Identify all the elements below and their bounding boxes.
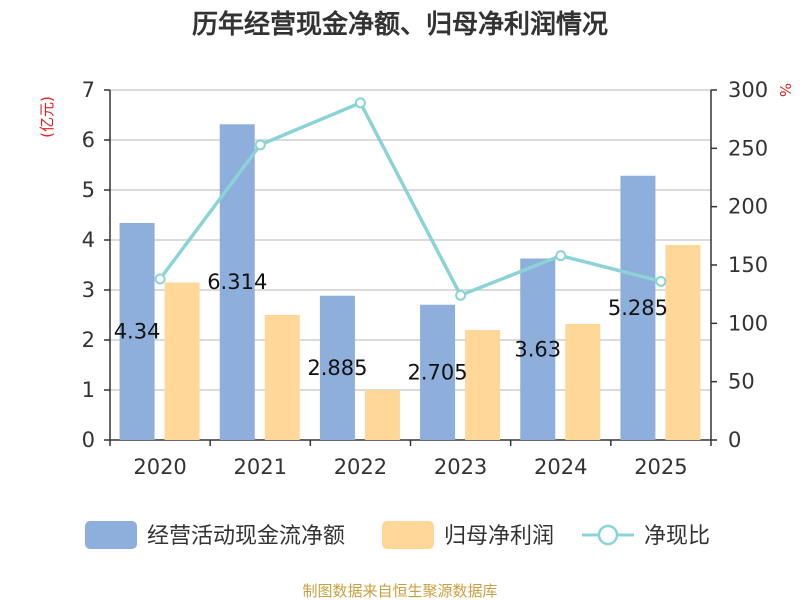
right-tick-label: 150 — [728, 253, 768, 277]
legend-swatch — [382, 521, 434, 549]
ratio-line-layer — [154, 97, 667, 301]
cashflow-data-label: 2.705 — [408, 360, 468, 384]
left-tick-label: 7 — [82, 78, 95, 102]
legend-marker — [597, 524, 619, 546]
x-tick-label: 2021 — [234, 455, 287, 479]
right-tick-label: 50 — [728, 370, 755, 394]
legend-label: 归母净利润 — [444, 524, 554, 549]
chart-title: 历年经营现金净额、归母净利润情况 — [192, 9, 608, 40]
cashflow-data-label: 4.34 — [114, 320, 161, 344]
profit-bar — [665, 245, 701, 440]
x-tick-label: 2023 — [434, 455, 487, 479]
ratio-point — [555, 250, 567, 262]
ratio-point — [354, 97, 366, 109]
ratio-point — [254, 139, 266, 151]
profit-bar — [164, 282, 200, 440]
profit-bar — [465, 330, 501, 440]
source-note: 制图数据来自恒生聚源数据库 — [302, 582, 497, 600]
left-tick-label: 1 — [82, 378, 95, 402]
ratio-point — [154, 273, 166, 285]
ratio-line — [158, 100, 662, 298]
cashflow-data-label: 6.314 — [207, 270, 267, 294]
profit-bar — [264, 315, 300, 440]
cashflow-data-label: 3.63 — [514, 337, 561, 361]
legend-label: 经营活动现金流净额 — [147, 524, 345, 549]
left-tick-label: 3 — [82, 278, 95, 302]
left-tick-label: 4 — [82, 228, 95, 252]
right-tick-label: 250 — [728, 136, 768, 160]
ratio-point — [455, 289, 467, 301]
axes: 0 1 2 3 4 5 6 7 0 50 100 150 200 250 300 2020 2021 2022 20… — [82, 78, 768, 479]
x-tick-label: 2025 — [634, 455, 687, 479]
right-tick-label: 0 — [728, 428, 741, 452]
data-labels: 4.34 6.314 2.885 2.705 3.63 5.285 — [114, 270, 668, 384]
cashflow-bar — [620, 175, 656, 440]
profit-bar — [565, 324, 601, 440]
left-tick-label: 0 — [82, 428, 95, 452]
right-axis-unit: % — [776, 83, 794, 97]
cashflow-data-label: 5.285 — [608, 296, 668, 320]
left-tick-label: 6 — [82, 128, 95, 152]
legend: 经营活动现金流净额 归母净利润 净现比 — [85, 521, 710, 549]
right-tick-label: 200 — [728, 195, 768, 219]
cashflow-data-label: 2.885 — [307, 356, 367, 380]
left-tick-label: 2 — [82, 328, 95, 352]
left-tick-label: 5 — [82, 178, 95, 202]
ratio-point — [655, 275, 667, 287]
cashflow-bar — [319, 295, 355, 440]
grid-lines — [110, 89, 711, 391]
left-axis-unit: (亿元) — [38, 96, 56, 138]
profit-bar — [364, 390, 400, 440]
bars — [119, 124, 701, 441]
x-tick-label: 2020 — [133, 455, 186, 479]
right-tick-label: 300 — [728, 78, 768, 102]
cashflow-bar — [520, 258, 556, 440]
legend-label: 净现比 — [644, 524, 710, 549]
legend-swatch — [85, 521, 137, 549]
x-tick-label: 2024 — [534, 455, 587, 479]
x-tick-label: 2022 — [334, 455, 387, 479]
cashflow-bar — [420, 304, 456, 440]
right-tick-label: 100 — [728, 311, 768, 335]
cashflow-bar — [119, 223, 155, 440]
